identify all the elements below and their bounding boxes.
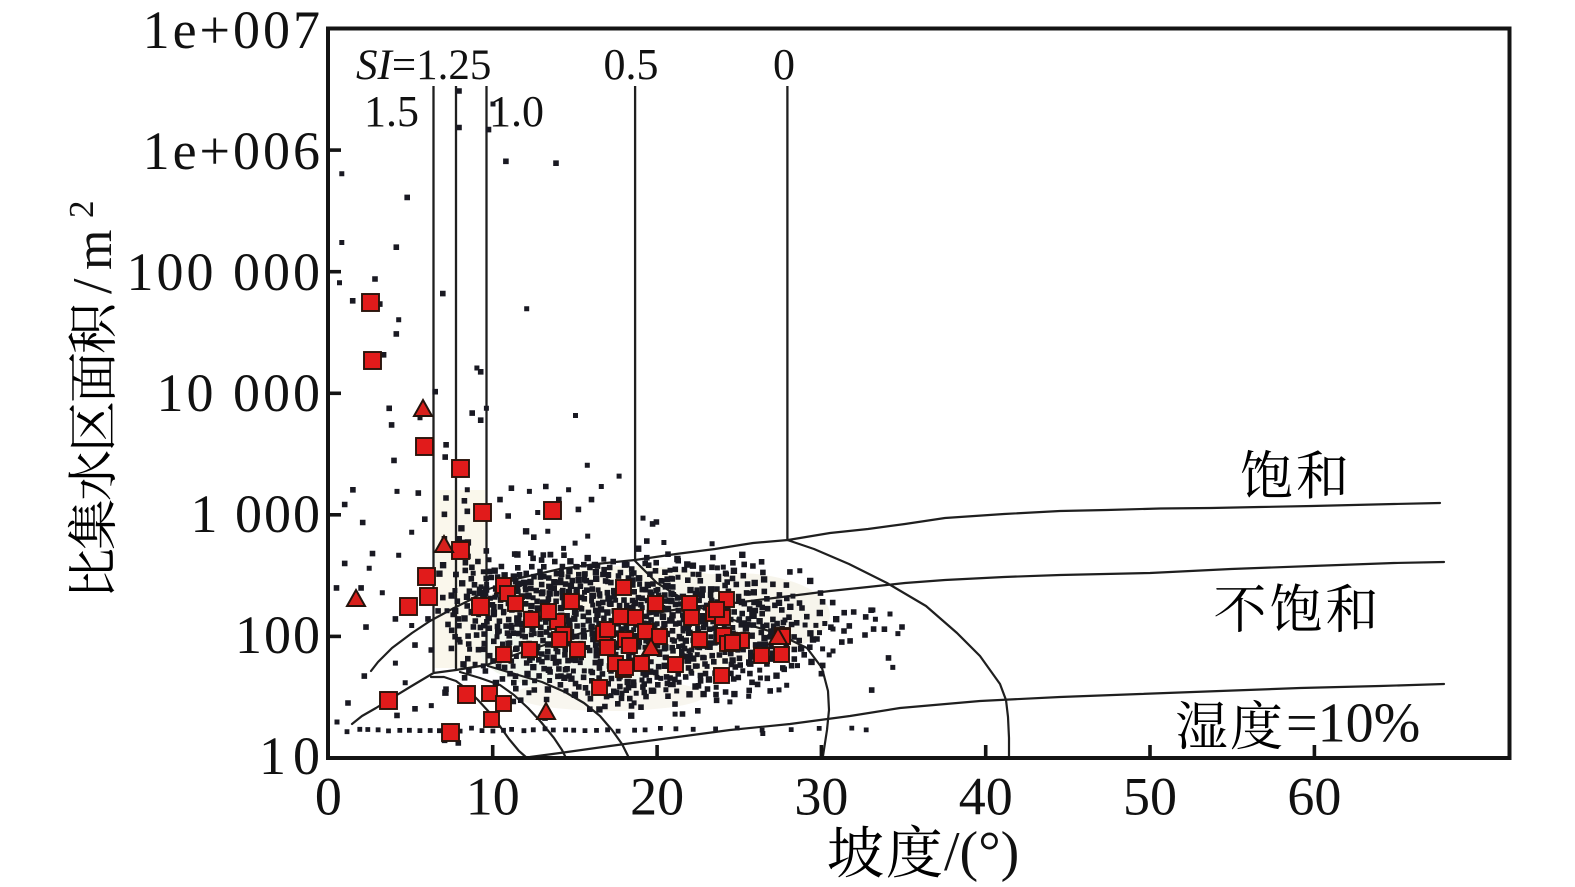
svg-text:10: 10 [259,726,327,786]
svg-text:/: / [62,278,124,294]
svg-text:50: 50 [1123,767,1177,827]
svg-text:1 000: 1 000 [191,484,323,544]
svg-text:10: 10 [466,767,520,827]
svg-text:1e+007: 1e+007 [143,0,323,60]
svg-text:SI=1.25: SI=1.25 [356,42,491,89]
svg-text:30: 30 [794,767,848,827]
svg-text:1.5: 1.5 [364,87,419,136]
svg-text:100 000: 100 000 [127,242,324,302]
svg-text:/(°): /(°) [944,821,1019,883]
svg-text:0: 0 [315,767,342,827]
svg-text:0: 0 [773,40,795,89]
svg-text:10 000: 10 000 [157,363,324,423]
svg-text:2: 2 [62,201,101,219]
svg-text:m: m [66,230,123,270]
svg-text:100: 100 [235,605,322,665]
svg-text:1.0: 1.0 [489,87,544,136]
svg-text:60: 60 [1287,767,1341,827]
svg-text:0.5: 0.5 [604,40,659,89]
svg-text:20: 20 [630,767,684,827]
svg-text:=10%: =10% [1286,693,1420,755]
svg-text:40: 40 [959,767,1013,827]
svg-text:1e+006: 1e+006 [143,121,323,181]
